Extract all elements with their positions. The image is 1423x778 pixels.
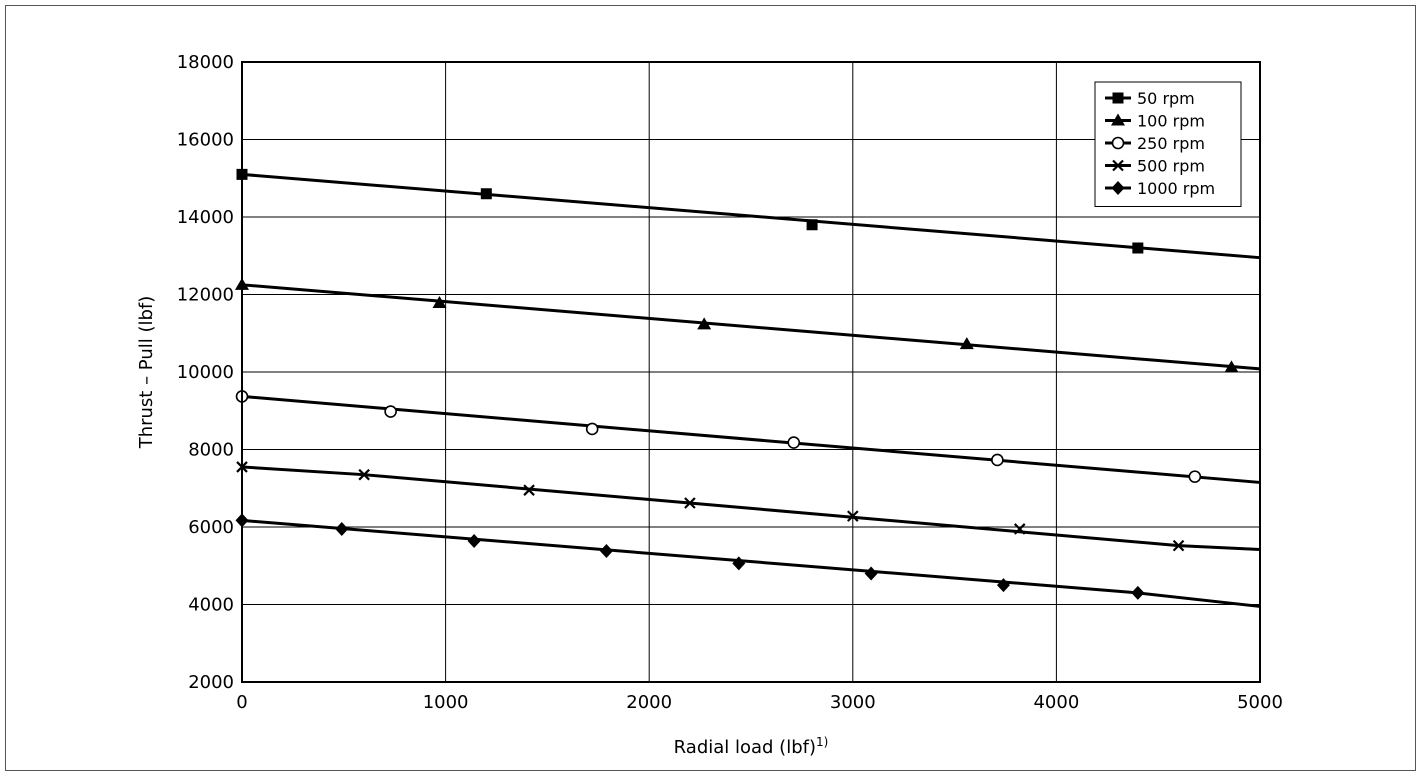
series-layer xyxy=(235,168,1261,608)
data-point xyxy=(599,544,613,559)
legend-label: 500 rpm xyxy=(1137,157,1205,176)
legend-marker xyxy=(1111,136,1125,150)
data-point xyxy=(732,556,746,571)
data-point xyxy=(480,188,492,200)
data-point xyxy=(996,578,1010,593)
series-line xyxy=(241,394,1261,484)
y-tick-label: 4000 xyxy=(188,595,234,616)
y-tick-label: 8000 xyxy=(188,440,234,461)
legend-item: 50 rpm xyxy=(1105,89,1195,108)
x-axis-label: Radial load (lbf)1) xyxy=(674,735,829,758)
data-point xyxy=(384,405,397,418)
data-point xyxy=(697,317,712,330)
y-tick-label: 12000 xyxy=(177,285,234,306)
data-point xyxy=(1188,470,1202,483)
data-point xyxy=(585,422,599,436)
data-point xyxy=(1131,585,1145,600)
legend-label: 50 rpm xyxy=(1137,89,1195,108)
data-point xyxy=(467,533,481,548)
chart-frame xyxy=(5,5,1416,771)
data-point xyxy=(847,510,859,522)
series-line xyxy=(241,283,1261,371)
data-point xyxy=(523,484,535,496)
y-tick-label: 14000 xyxy=(177,207,234,228)
legend-marker xyxy=(1112,159,1124,172)
data-point xyxy=(959,337,974,350)
data-point xyxy=(864,566,878,581)
x-tick-label: 0 xyxy=(236,692,247,713)
data-point xyxy=(806,219,818,231)
legend-item: 250 rpm xyxy=(1105,134,1205,153)
y-tick-label: 10000 xyxy=(177,362,234,383)
y-tick-label: 18000 xyxy=(177,52,234,73)
data-point xyxy=(991,453,1004,467)
legend-marker xyxy=(1112,92,1124,104)
legend-label: 100 rpm xyxy=(1137,112,1205,131)
data-point xyxy=(1172,539,1185,552)
legend-item: 1000 rpm xyxy=(1105,179,1215,198)
x-tick-label: 1000 xyxy=(423,692,469,713)
data-point xyxy=(787,436,801,449)
legend-item: 500 rpm xyxy=(1105,157,1205,176)
legend-label: 250 rpm xyxy=(1137,134,1205,153)
data-point xyxy=(358,468,370,481)
tick-labels: 0 1000 2000 3000 4000 5000 2000 4000 6000 8000 100… xyxy=(177,52,1283,713)
data-point xyxy=(1013,523,1026,535)
x-tick-label: 5000 xyxy=(1237,692,1283,713)
data-point xyxy=(1132,242,1144,254)
legend-item: 100 rpm xyxy=(1105,112,1205,131)
series-line xyxy=(241,465,1261,551)
x-tick-label: 3000 xyxy=(830,692,876,713)
legend-marker xyxy=(1111,113,1125,126)
series-250-rpm xyxy=(235,390,1261,484)
series-line xyxy=(241,518,1261,608)
legend-marker xyxy=(1111,181,1125,195)
data-point xyxy=(1224,360,1239,373)
y-tick-label: 16000 xyxy=(177,130,234,151)
plot-area-border xyxy=(241,61,1261,683)
data-point xyxy=(432,296,447,309)
data-point xyxy=(684,497,696,509)
data-point xyxy=(335,521,349,536)
y-axis-label: Thrust – Pull (lbf) xyxy=(136,296,157,450)
legend: 50 rpm 100 rpm 250 rpm 500 rpm 1000 rpm xyxy=(1094,81,1242,207)
y-tick-label: 2000 xyxy=(188,672,234,693)
series-100-rpm xyxy=(235,277,1261,373)
series-1000-rpm xyxy=(235,513,1261,608)
x-tick-label: 4000 xyxy=(1033,692,1079,713)
legend-label: 1000 rpm xyxy=(1137,179,1215,198)
series-line xyxy=(241,172,1261,260)
series-500-rpm xyxy=(236,461,1261,552)
x-tick-label: 2000 xyxy=(626,692,672,713)
y-tick-label: 6000 xyxy=(188,517,234,538)
